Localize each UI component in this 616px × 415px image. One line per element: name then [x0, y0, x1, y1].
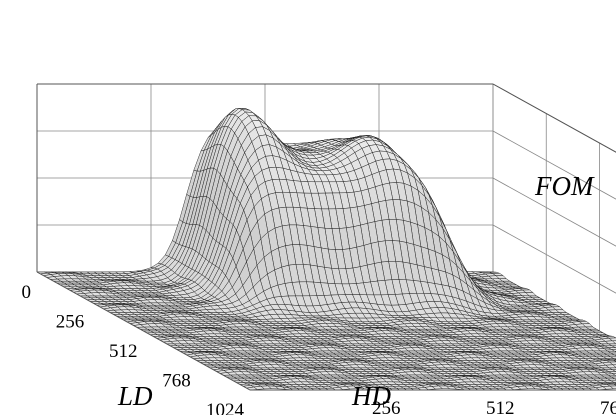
ld-tick-label: 0 — [22, 282, 32, 303]
z-axis-label: FOM — [534, 171, 595, 201]
y-axis-label: HD — [351, 381, 391, 411]
x-axis-label: LD — [117, 381, 153, 411]
surface-mesh — [36, 108, 616, 391]
ld-tick-label: 1024 — [206, 400, 245, 415]
hd-tick-label: 512 — [486, 398, 515, 415]
ld-tick-label: 256 — [56, 312, 85, 333]
ld-tick-label: 512 — [109, 341, 138, 362]
ld-tick-label: 768 — [162, 371, 191, 392]
hd-tick-label: 768 — [600, 398, 616, 415]
